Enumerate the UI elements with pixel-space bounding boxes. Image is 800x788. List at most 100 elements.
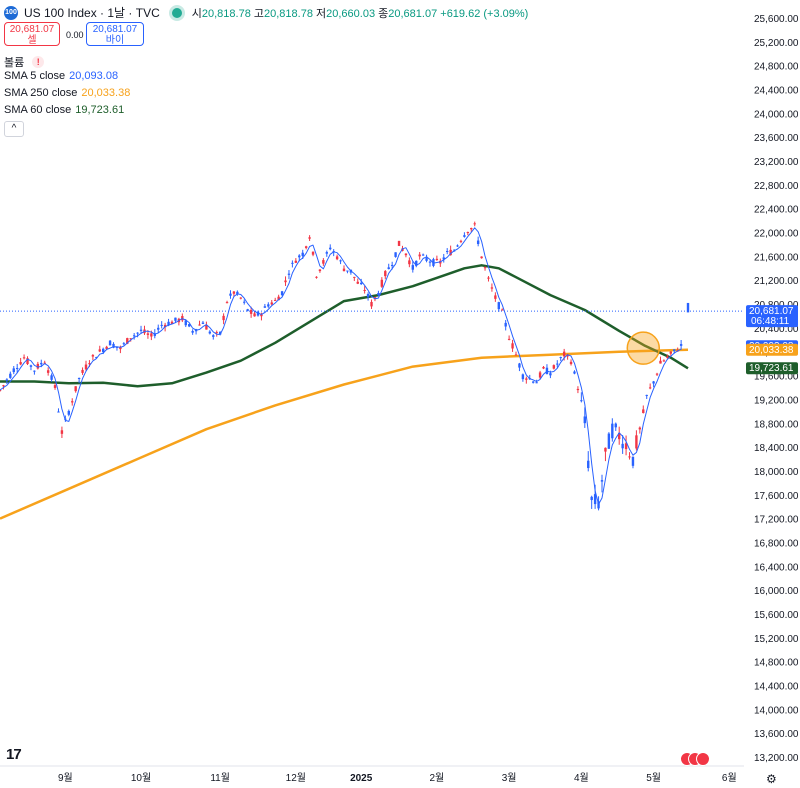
- candle-body: [188, 324, 191, 327]
- price-tag-label: 19,723.61: [749, 363, 794, 374]
- candle-body: [380, 279, 384, 287]
- candle-body: [298, 255, 301, 258]
- price-axis: 25,600.00 25,200.00 24,800.00 24,400.00 24,0…: [754, 14, 799, 764]
- candle-body: [225, 302, 229, 304]
- y-tick-label: 18,400.00: [754, 443, 799, 454]
- volume-row[interactable]: 볼륨 !: [4, 54, 45, 70]
- candle-body: [514, 354, 518, 356]
- candle-body: [425, 258, 428, 261]
- candle-body: [507, 338, 511, 340]
- ohlc-values: 시20,818.78 고20,818.78 저20,660.03 종20,681…: [191, 7, 529, 20]
- symbol-badge[interactable]: 100: [4, 5, 18, 20]
- sma5-path: [0, 227, 682, 505]
- candle-body: [243, 301, 246, 303]
- candle-body: [84, 364, 88, 370]
- x-tick-label: 6월: [722, 772, 737, 784]
- price-tag: [746, 362, 798, 375]
- x-tick-label: 10월: [131, 772, 151, 784]
- candle-body: [322, 260, 325, 264]
- candle-body: [239, 297, 242, 299]
- time-axis: 9월 10월 11월 12월 2025 2월 3월 4월 5월 6월: [0, 765, 744, 784]
- candle-body: [304, 246, 308, 248]
- candle-body: [538, 372, 542, 378]
- y-tick-label: 19,600.00: [754, 372, 799, 383]
- candle-body: [648, 387, 652, 389]
- candle-body: [53, 385, 57, 388]
- crossover-highlight: [626, 331, 661, 365]
- x-tick-label: 2월: [429, 772, 444, 784]
- candle-body: [466, 231, 470, 233]
- y-tick-label: 24,000.00: [754, 109, 799, 120]
- calendar-events-icon[interactable]: [680, 752, 710, 768]
- sma5-legend[interactable]: SMA 5 close 20,093.08: [4, 70, 119, 82]
- price-tag: [746, 305, 798, 328]
- candle-body: [46, 370, 50, 373]
- collapse-legend-button[interactable]: ^: [4, 121, 24, 137]
- tradingview-logo-icon[interactable]: 17: [6, 746, 22, 763]
- candle-body: [628, 456, 631, 458]
- candle-body: [631, 456, 635, 466]
- warning-icon[interactable]: !: [32, 56, 45, 68]
- buy-button[interactable]: 20,681.07 바이: [86, 22, 144, 46]
- candle-body: [559, 357, 562, 359]
- candle-body: [122, 343, 126, 345]
- candle-body: [342, 268, 346, 272]
- y-tick-label: 21,200.00: [754, 276, 799, 287]
- candle-body: [542, 366, 545, 369]
- gear-icon[interactable]: ⚙: [766, 772, 777, 786]
- candle-body: [150, 333, 153, 337]
- candle-body: [294, 260, 298, 263]
- candle-body: [521, 374, 525, 380]
- y-tick-label: 17,200.00: [754, 515, 799, 526]
- candle-body: [308, 237, 311, 239]
- candle-body: [184, 320, 187, 326]
- candle-body: [115, 346, 119, 348]
- overlay: [0, 310, 744, 365]
- candle-body: [446, 251, 449, 253]
- candle-body: [487, 277, 490, 279]
- candle-body: [29, 365, 33, 367]
- candle-body: [449, 249, 452, 256]
- candle-body: [205, 325, 208, 330]
- sma250-legend[interactable]: SMA 250 close 20,033.38: [4, 87, 131, 99]
- candle-body: [71, 401, 74, 403]
- y-tick-label: 19,200.00: [754, 395, 799, 406]
- candle-body: [659, 360, 662, 364]
- y-tick-label: 16,000.00: [754, 586, 799, 597]
- x-tick-label: 5월: [646, 772, 661, 784]
- candle-body: [36, 363, 40, 369]
- y-tick-label: 18,000.00: [754, 467, 799, 478]
- candle-body: [208, 331, 212, 334]
- candle-body: [549, 373, 552, 376]
- candle-body: [198, 324, 201, 326]
- sma60-line: [0, 264, 689, 388]
- candle-body: [246, 309, 249, 311]
- candle-body: [81, 369, 84, 373]
- candle-body: [652, 381, 655, 384]
- candle-body: [167, 321, 170, 326]
- candle-body: [428, 261, 432, 263]
- spread-value: 0.00: [66, 30, 84, 40]
- candle-body: [232, 291, 236, 294]
- sma60-legend[interactable]: SMA 60 close 19,723.61: [4, 104, 125, 116]
- candle-body: [88, 363, 91, 365]
- candle-body: [645, 394, 648, 396]
- candles: [0, 221, 690, 511]
- candle-body: [360, 282, 363, 285]
- candle-body: [366, 293, 370, 298]
- candle-body: [212, 335, 215, 337]
- candle-body: [421, 254, 425, 256]
- candle-body: [418, 254, 421, 257]
- candle-body: [562, 351, 566, 357]
- candle-body: [501, 309, 504, 311]
- candle-body: [370, 301, 373, 307]
- candle-body: [483, 267, 487, 269]
- x-tick-label: 4월: [574, 772, 589, 784]
- candle-body: [12, 368, 15, 373]
- market-open-icon: [171, 7, 182, 18]
- candle-body: [353, 276, 356, 278]
- sell-button[interactable]: 20,681.07 셀: [4, 22, 60, 46]
- candle-body: [532, 381, 535, 383]
- symbol-title[interactable]: US 100 Index · 1날 · TVC: [24, 6, 160, 20]
